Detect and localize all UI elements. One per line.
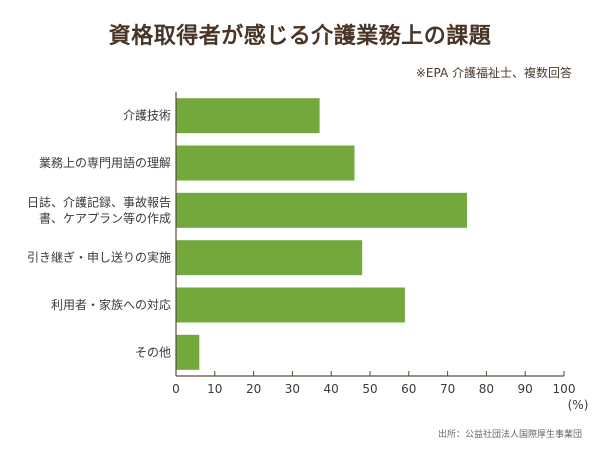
- category-label-1: 業務上の専門用語の理解: [39, 155, 171, 170]
- category-label-0: 介護技術: [123, 108, 171, 123]
- bar-2: [176, 192, 467, 228]
- x-tick-label-6: 60: [401, 382, 416, 396]
- x-tick-label-9: 90: [518, 382, 533, 396]
- chart-title: 資格取得者が感じる介護業務上の課題: [108, 24, 492, 49]
- category-label-5: その他: [135, 345, 171, 359]
- bar-3: [176, 240, 363, 276]
- x-tick-label-8: 80: [479, 382, 494, 396]
- x-tick-label-5: 50: [362, 382, 377, 396]
- bar-1: [176, 145, 355, 181]
- x-tick-label-0: 0: [172, 382, 180, 396]
- bar-4: [176, 287, 405, 323]
- x-tick-label-10: 100: [553, 382, 576, 396]
- x-tick-label-3: 30: [285, 382, 300, 396]
- x-tick-label-2: 20: [246, 382, 261, 396]
- x-unit-label: (%): [568, 398, 589, 412]
- x-tick-label-7: 70: [440, 382, 455, 396]
- bar-5: [176, 334, 200, 370]
- category-label-2: 日誌、介護記録、事故報告書、ケアプラン等の作成: [27, 194, 171, 225]
- source-note: 出所：公益社団法人国際厚生事業団: [437, 430, 582, 440]
- category-label-4: 利用者・家族への対応: [51, 297, 171, 312]
- chart-subtitle: ※EPA 介護福祉士、複数回答: [415, 66, 572, 80]
- bar-0: [176, 98, 320, 134]
- x-tick-label-1: 10: [207, 382, 222, 396]
- category-label-3: 引き継ぎ・申し送りの実施: [27, 250, 171, 265]
- x-tick-label-4: 40: [324, 382, 339, 396]
